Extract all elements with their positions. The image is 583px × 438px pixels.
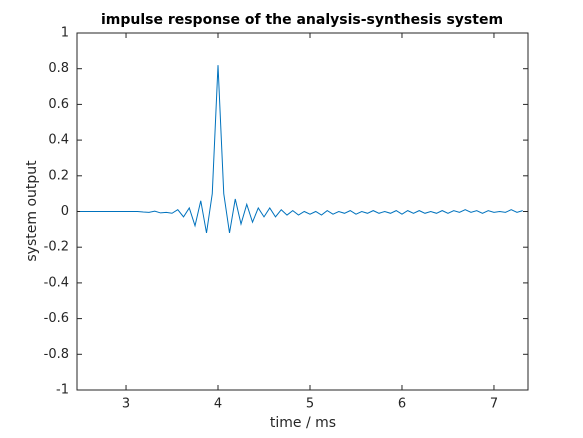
y-tick-label: 1	[61, 26, 69, 41]
x-tick-label: 6	[398, 397, 406, 412]
data-line	[80, 65, 523, 234]
chart-title: impulse response of the analysis-synthes…	[101, 12, 503, 28]
y-tick-label: 0	[61, 204, 69, 219]
y-tick-label: -1	[56, 383, 69, 398]
y-tick-label: 0.8	[48, 61, 69, 76]
y-tick-label: -0.8	[44, 347, 69, 362]
y-tick-label: 0.4	[48, 133, 69, 148]
y-tick-label: -0.4	[44, 275, 69, 290]
x-axis-label: time / ms	[270, 415, 336, 431]
x-tick-label: 5	[306, 397, 314, 412]
y-tick-label: -0.6	[44, 311, 69, 326]
y-axis-label: system output	[24, 160, 40, 262]
y-tick-label: 0.2	[48, 168, 69, 183]
x-tick-label: 3	[122, 397, 130, 412]
x-tick-label: 4	[214, 397, 222, 412]
y-tick-label: -0.2	[44, 240, 69, 255]
y-tick-label: 0.6	[48, 97, 69, 112]
x-tick-label: 7	[490, 397, 498, 412]
